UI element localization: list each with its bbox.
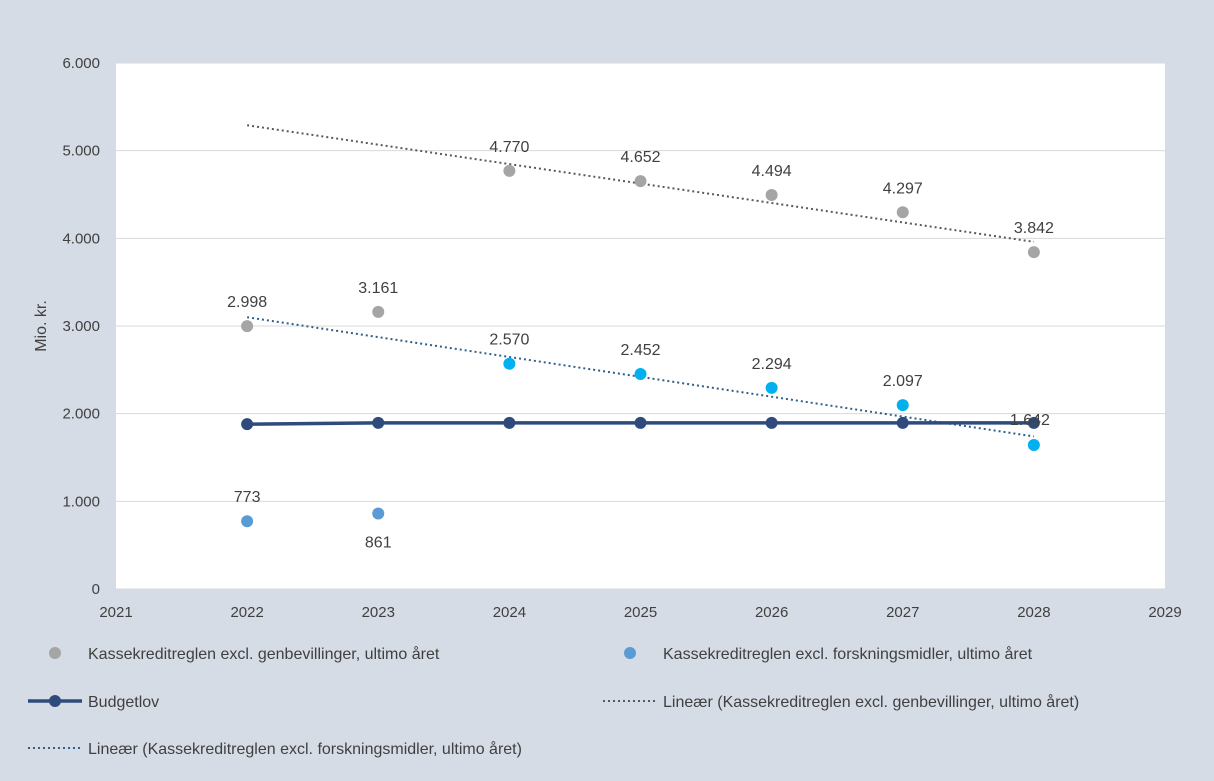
forskningsmidler-data-label: 2.294 (752, 356, 792, 373)
forskningsmidler-point (372, 507, 385, 520)
y-tick-label: 5.000 (62, 143, 100, 160)
forskningsmidler-data-label: 2.570 (489, 332, 529, 349)
forskningsmidler-point (1027, 439, 1040, 452)
genbevillinger-point (896, 206, 909, 219)
legend-label: Lineær (Kassekreditreglen excl. genbevil… (663, 693, 1079, 711)
forskningsmidler-data-label: 1.642 (1010, 412, 1050, 429)
x-tick-label: 2021 (99, 604, 132, 621)
legend-label: Lineær (Kassekreditreglen excl. forsknin… (88, 740, 522, 758)
forskningsmidler-data-label: 2.097 (883, 373, 923, 390)
legend-label: Kassekreditreglen excl. forskningsmidler… (663, 645, 1033, 663)
x-tick-label: 2028 (1017, 604, 1050, 621)
budgetlov-marker (1027, 416, 1040, 429)
genbevillinger-point (372, 305, 385, 318)
genbevillinger-data-label: 4.494 (752, 163, 792, 180)
axis-layer: 0 1.000 2.000 3.000 4.000 5.000 6.000 2021 2022 2… (62, 55, 1181, 621)
budgetlov-marker (503, 416, 516, 429)
forskningsmidler-point (634, 368, 647, 381)
legend-label: Budgetlov (88, 694, 159, 711)
legend: Kassekreditreglen excl. genbevillinger, … (28, 645, 1079, 758)
legend-marker (624, 647, 636, 659)
y-axis-title: Mio. kr. (33, 300, 50, 352)
forskningsmidler-point (503, 357, 516, 370)
y-tick-label: 1.000 (62, 493, 100, 510)
series-layer (241, 124, 1040, 528)
x-tick-label: 2025 (624, 604, 657, 621)
legend-marker (49, 695, 61, 707)
genbevillinger-point (503, 164, 516, 177)
budgetlov-marker (241, 418, 254, 431)
x-tick-label: 2024 (493, 604, 526, 621)
genbevillinger-point (765, 189, 778, 202)
y-tick-label: 2.000 (62, 406, 100, 423)
x-tick-label: 2022 (230, 604, 263, 621)
y-tick-label: 0 (92, 581, 100, 598)
budgetlov-marker (896, 416, 909, 429)
genbevillinger-data-label: 4.770 (489, 139, 529, 156)
forskningsmidler-data-label: 773 (234, 489, 261, 506)
genbevillinger-data-label: 3.842 (1014, 220, 1054, 237)
x-tick-label: 2027 (886, 604, 919, 621)
genbevillinger-data-label: 4.297 (883, 180, 923, 197)
genbevillinger-data-label: 3.161 (358, 280, 398, 297)
y-tick-label: 6.000 (62, 55, 100, 72)
label-layer: 2.998 3.161 4.770 4.652 4.494 4.297 3.842 773 86… (227, 139, 1054, 552)
y-tick-label: 4.000 (62, 230, 100, 247)
forskningsmidler-point (765, 381, 778, 394)
genbevillinger-point (1027, 246, 1040, 259)
x-tick-label: 2029 (1148, 604, 1181, 621)
legend-marker (49, 647, 61, 659)
forskningsmidler-point (241, 515, 254, 528)
forskningsmidler-data-label: 861 (365, 535, 392, 552)
x-tick-label: 2023 (362, 604, 395, 621)
forskningsmidler-data-label: 2.452 (620, 342, 660, 359)
grid-layer (116, 62, 1165, 590)
budgetlov-marker (765, 416, 778, 429)
forskningsmidler-point (896, 399, 909, 412)
budgetlov-marker (634, 416, 647, 429)
x-tick-label: 2026 (755, 604, 788, 621)
genbevillinger-data-label: 2.998 (227, 294, 267, 311)
budgetlov-marker (372, 416, 385, 429)
y-tick-label: 3.000 (62, 318, 100, 335)
genbevillinger-data-label: 4.652 (620, 149, 660, 166)
genbevillinger-point (241, 320, 254, 333)
genbevillinger-point (634, 175, 647, 188)
legend-label: Kassekreditreglen excl. genbevillinger, … (88, 645, 440, 663)
